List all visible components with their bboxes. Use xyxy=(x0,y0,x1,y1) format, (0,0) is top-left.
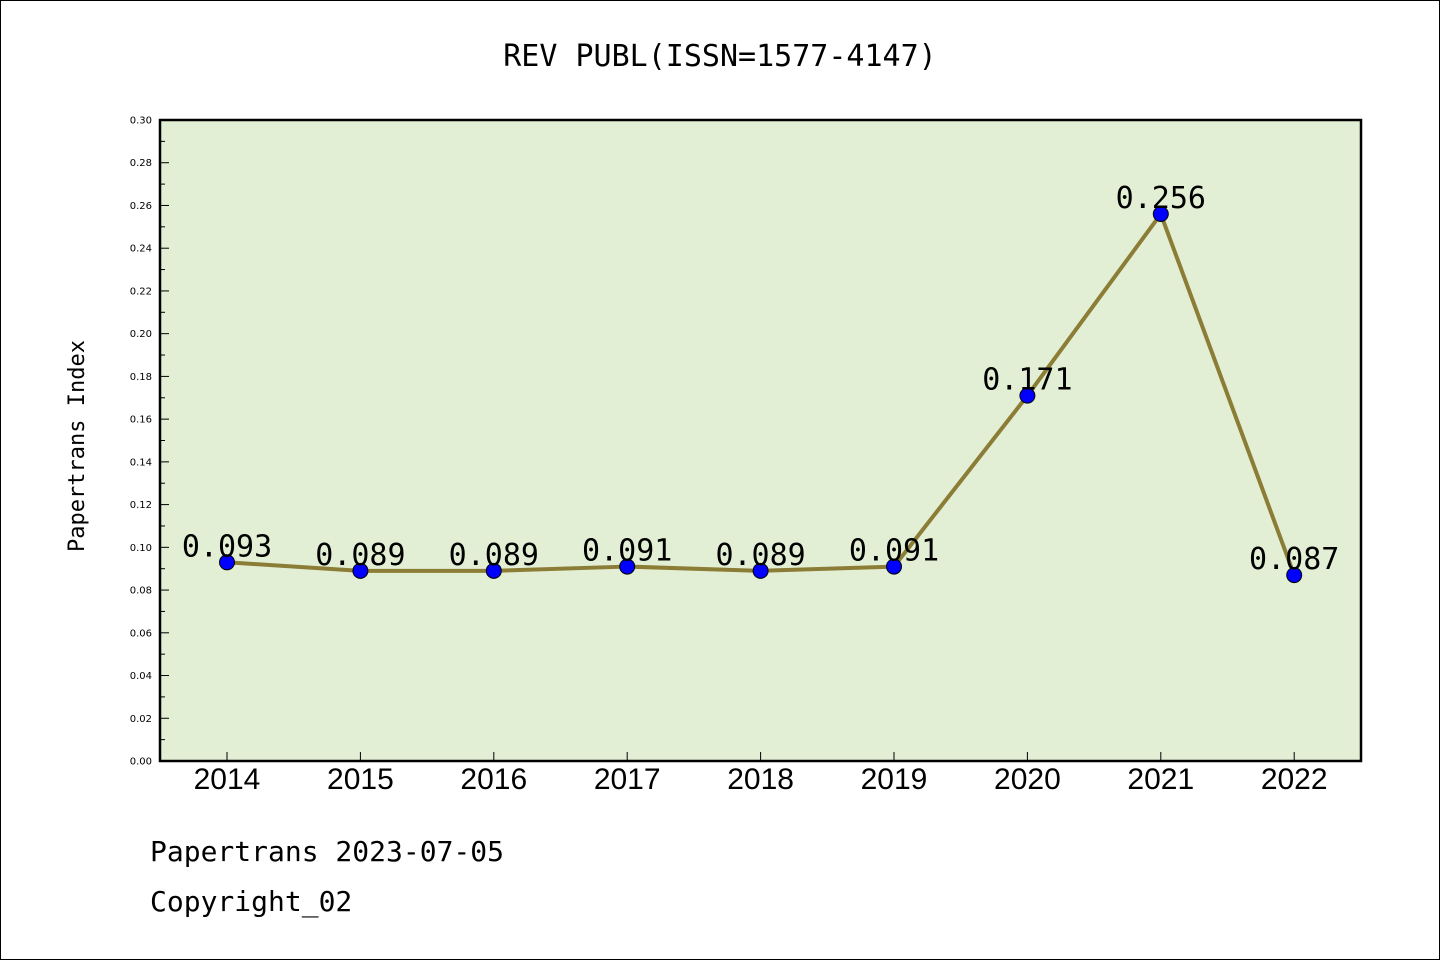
data-point xyxy=(485,562,502,579)
y-tick-label: 0.04 xyxy=(130,671,152,682)
y-tick-label: 0.20 xyxy=(130,329,152,340)
y-tick-label: 0.16 xyxy=(130,415,152,426)
y-axis: 0.00 0.02 0.04 0.06 0.08 0.10 0.12 0.14 0.16 0.18… xyxy=(130,116,169,768)
x-tick-label: 2017 xyxy=(594,763,661,796)
y-tick-label: 0.26 xyxy=(130,201,152,212)
data-point xyxy=(219,554,235,571)
y-tick-label: 0.08 xyxy=(130,586,152,597)
y-tick-label: 0.14 xyxy=(130,457,152,468)
y-tick-label: 0.00 xyxy=(130,757,152,768)
data-label: 0.171 xyxy=(982,363,1072,398)
data-label: 0.087 xyxy=(1249,542,1339,577)
data-point xyxy=(1152,206,1169,223)
data-point xyxy=(886,558,902,575)
y-tick-label: 0.12 xyxy=(130,500,152,511)
y-tick-label: 0.28 xyxy=(130,158,152,169)
data-label: 0.089 xyxy=(715,538,805,573)
data-point xyxy=(619,558,636,575)
data-label: 0.256 xyxy=(1116,181,1206,216)
y-axis-label: Papertrans Index xyxy=(65,340,90,552)
footer-date: Papertrans 2023-07-05 xyxy=(150,835,505,868)
data-point xyxy=(1019,387,1036,404)
y-tick-label: 0.06 xyxy=(130,628,152,639)
data-label: 0.089 xyxy=(449,538,539,573)
y-tick-label: 0.30 xyxy=(130,116,152,127)
data-label: 0.091 xyxy=(849,534,939,569)
y-tick-label: 0.02 xyxy=(130,714,152,725)
x-tick-label: 2016 xyxy=(460,763,527,796)
data-labels: 0.093 0.089 0.089 0.091 0.089 0.091 0.171 0.256… xyxy=(182,181,1340,577)
x-tick-label: 2020 xyxy=(994,763,1061,796)
data-label: 0.089 xyxy=(315,538,405,573)
plot-area xyxy=(158,118,1363,763)
data-point xyxy=(752,562,769,579)
series-line-group xyxy=(219,206,1303,584)
x-tick-label: 2021 xyxy=(1127,763,1194,796)
x-tick-label: 2022 xyxy=(1261,763,1328,796)
y-tick-label: 0.18 xyxy=(130,372,152,383)
y-tick-label: 0.22 xyxy=(130,286,152,297)
data-label: 0.093 xyxy=(182,529,272,564)
x-tick-label: 2018 xyxy=(727,763,794,796)
y-tick-label: 0.24 xyxy=(130,244,152,255)
footer-copyright: Copyright_02 xyxy=(150,885,353,918)
x-tick-label: 2015 xyxy=(327,763,394,796)
y-tick-label: 0.10 xyxy=(130,543,152,554)
x-axis: 2014 2015 2016 2017 2018 2019 2020 2021 2022 xyxy=(194,752,1328,796)
data-label: 0.091 xyxy=(582,534,672,569)
data-point xyxy=(1286,567,1303,584)
x-tick-label: 2019 xyxy=(861,763,928,796)
chart-title: REV PUBL(ISSN=1577-4147) xyxy=(503,39,936,74)
data-point xyxy=(352,562,369,579)
x-tick-label: 2014 xyxy=(194,763,261,796)
